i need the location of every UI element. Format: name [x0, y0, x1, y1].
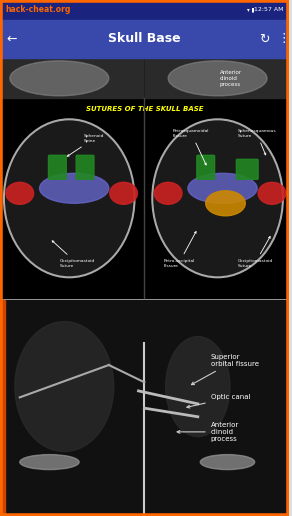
Text: ▾ ▮: ▾ ▮ — [247, 7, 255, 12]
Ellipse shape — [110, 182, 138, 204]
Ellipse shape — [10, 61, 109, 96]
Text: Skull Base: Skull Base — [108, 33, 181, 45]
Ellipse shape — [168, 61, 267, 96]
Ellipse shape — [6, 121, 133, 276]
Bar — [0, 0, 289, 20]
Text: Anterior
clinoid
process: Anterior clinoid process — [177, 422, 239, 442]
FancyBboxPatch shape — [197, 155, 215, 179]
Bar — [0, 300, 289, 516]
Bar — [145, 58, 287, 99]
Ellipse shape — [15, 321, 114, 452]
Text: ↻: ↻ — [259, 33, 270, 45]
Text: Occipitomastoid
Suture: Occipitomastoid Suture — [52, 241, 95, 268]
Bar — [0, 58, 289, 99]
Text: 12:57 AM: 12:57 AM — [254, 7, 284, 12]
Bar — [0, 20, 289, 58]
Text: Petrosquamoidal
Fissure: Petrosquamoidal Fissure — [173, 129, 210, 165]
Text: Sphenoid
Spine: Sphenoid Spine — [67, 134, 105, 156]
Ellipse shape — [20, 455, 79, 470]
Text: Petro-occipital
Fissure: Petro-occipital Fissure — [163, 232, 196, 268]
Bar — [0, 58, 143, 99]
Ellipse shape — [258, 182, 286, 204]
Ellipse shape — [188, 173, 257, 203]
Ellipse shape — [166, 336, 230, 437]
Ellipse shape — [154, 182, 182, 204]
Text: Occipitomastoid
Suture: Occipitomastoid Suture — [237, 236, 273, 268]
Ellipse shape — [200, 455, 255, 470]
Text: Sphenosquamous
Suture: Sphenosquamous Suture — [237, 129, 276, 155]
Text: SUTURES OF THE SKULL BASE: SUTURES OF THE SKULL BASE — [86, 106, 203, 112]
Ellipse shape — [206, 191, 245, 216]
Text: Optic canal: Optic canal — [187, 394, 250, 408]
Ellipse shape — [6, 182, 34, 204]
Text: ←: ← — [7, 33, 17, 45]
FancyBboxPatch shape — [48, 155, 66, 179]
Text: Superior
orbital fissure: Superior orbital fissure — [192, 354, 259, 384]
Bar — [0, 99, 289, 298]
FancyBboxPatch shape — [237, 159, 258, 179]
Bar — [0, 300, 5, 516]
Text: ⋮: ⋮ — [277, 33, 289, 45]
Text: hack-cheat.org: hack-cheat.org — [5, 5, 70, 14]
Text: Anterior
clinoid
process: Anterior clinoid process — [220, 70, 242, 87]
FancyBboxPatch shape — [76, 155, 94, 179]
Ellipse shape — [39, 173, 109, 203]
Ellipse shape — [154, 121, 281, 276]
